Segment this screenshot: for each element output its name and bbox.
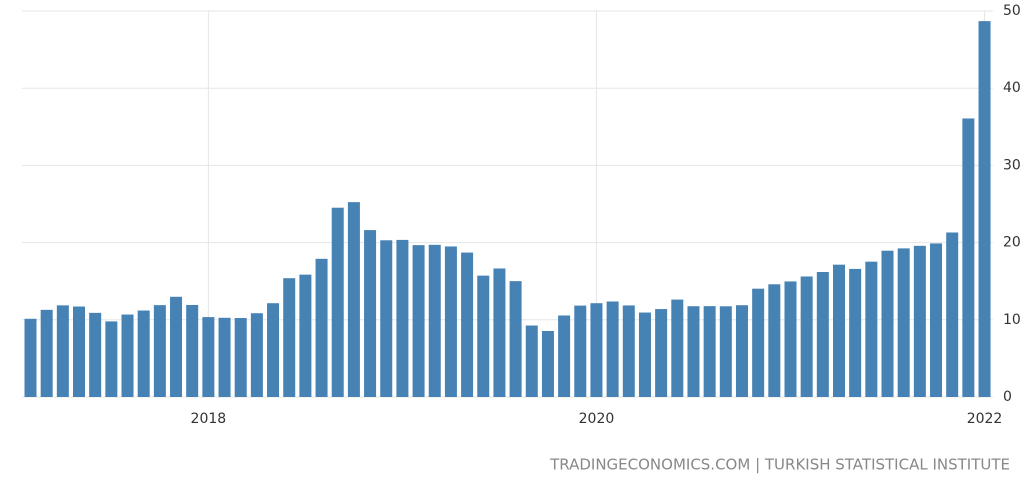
bar bbox=[946, 232, 959, 397]
bar bbox=[525, 325, 538, 397]
bar bbox=[218, 317, 231, 397]
bar bbox=[638, 312, 651, 397]
bar bbox=[606, 301, 619, 397]
bar bbox=[364, 230, 377, 397]
bar bbox=[477, 275, 490, 397]
bar bbox=[493, 268, 506, 397]
bar bbox=[978, 21, 991, 398]
bar bbox=[40, 309, 53, 397]
bar bbox=[380, 240, 393, 397]
y-tick-label: 10 bbox=[1003, 312, 1021, 328]
bar bbox=[299, 274, 312, 397]
bar bbox=[315, 258, 328, 397]
bar bbox=[186, 304, 199, 397]
bar bbox=[153, 305, 166, 397]
bar bbox=[412, 245, 425, 397]
bar bbox=[752, 288, 765, 397]
bar bbox=[622, 305, 635, 397]
bar bbox=[137, 310, 150, 397]
y-tick-label: 50 bbox=[1003, 3, 1021, 19]
bar bbox=[816, 272, 829, 397]
bar bbox=[671, 299, 684, 397]
bar bbox=[461, 252, 474, 397]
bar bbox=[913, 245, 926, 397]
bar bbox=[849, 268, 862, 397]
bar bbox=[735, 305, 748, 397]
bar bbox=[105, 321, 118, 397]
bar bbox=[930, 243, 943, 397]
bar bbox=[234, 318, 247, 397]
bar bbox=[962, 118, 975, 397]
bar bbox=[73, 306, 86, 397]
bar bbox=[347, 202, 360, 397]
bar bbox=[768, 284, 781, 397]
bar bbox=[444, 246, 457, 397]
bar bbox=[687, 306, 700, 397]
bar bbox=[283, 278, 296, 397]
bar bbox=[655, 309, 668, 397]
bar bbox=[170, 296, 183, 397]
bar bbox=[250, 313, 263, 397]
bar bbox=[396, 239, 409, 397]
bar bbox=[881, 250, 894, 397]
bar bbox=[428, 244, 441, 397]
bar bbox=[267, 303, 280, 397]
bar bbox=[800, 276, 813, 397]
source: TRADINGECONOMICS.COM | TURKISH STATISTIC… bbox=[549, 456, 1010, 474]
bar bbox=[574, 305, 587, 397]
y-tick-label: 0 bbox=[1003, 389, 1012, 405]
bar bbox=[121, 314, 134, 397]
x-tick-label: 2022 bbox=[967, 411, 1003, 427]
bar bbox=[24, 318, 37, 397]
x-tick-label: 2018 bbox=[191, 411, 227, 427]
bar bbox=[89, 312, 102, 397]
bar bbox=[897, 248, 910, 397]
bar bbox=[56, 305, 69, 397]
y-tick-label: 40 bbox=[1003, 80, 1021, 96]
bar bbox=[202, 317, 215, 397]
bar bbox=[865, 261, 878, 397]
bar bbox=[784, 281, 797, 397]
bar bbox=[833, 264, 845, 397]
y-tick-label: 20 bbox=[1003, 235, 1021, 251]
x-tick-label: 2020 bbox=[579, 411, 615, 427]
bar bbox=[331, 207, 344, 397]
y-tick-label: 30 bbox=[1003, 157, 1021, 173]
bar bbox=[541, 330, 554, 397]
bar bbox=[703, 306, 716, 397]
bar bbox=[509, 281, 522, 397]
bar bbox=[590, 303, 603, 397]
bar bbox=[719, 306, 732, 397]
bar bbox=[558, 315, 571, 397]
